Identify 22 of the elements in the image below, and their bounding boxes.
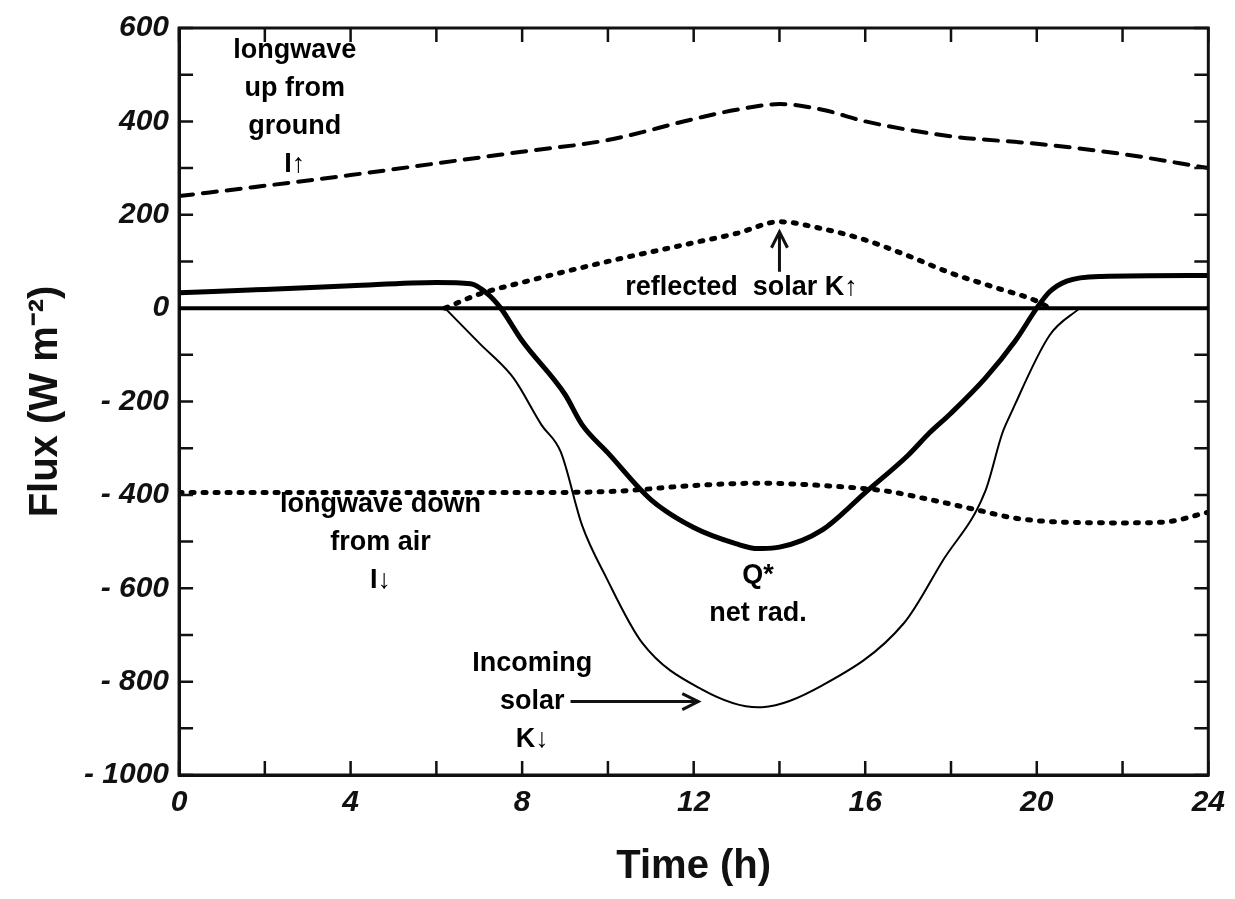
x-tick-label: 16 xyxy=(848,784,883,818)
series-label: reflected solar K↑ xyxy=(625,271,858,302)
series-label: Q* net rad. xyxy=(709,559,807,628)
y-tick-label: - 600 xyxy=(100,569,170,603)
x-tick-label: 4 xyxy=(341,784,360,818)
series-label: longwave down from air I↓ xyxy=(280,487,482,594)
x-axis-title: Time (h) xyxy=(616,842,772,887)
series-label: longwave up from ground I↑ xyxy=(233,34,357,179)
y-tick-label: 400 xyxy=(118,102,170,136)
y-tick-label: - 800 xyxy=(100,662,170,696)
x-tick-label: 24 xyxy=(1190,784,1226,818)
y-axis-title: Flux (W m⁻²) xyxy=(21,285,66,518)
y-tick-label: 200 xyxy=(118,196,170,230)
y-tick-label: 600 xyxy=(119,9,170,43)
y-tick-label: - 400 xyxy=(100,476,170,510)
y-tick-label: 0 xyxy=(152,289,170,323)
x-tick-label: 8 xyxy=(513,784,531,818)
y-tick-label: - 200 xyxy=(100,382,170,416)
y-tick-label: - 1000 xyxy=(83,756,170,790)
x-tick-label: 12 xyxy=(677,784,711,818)
x-tick-label: 20 xyxy=(1019,784,1054,818)
series-label: Incoming solar K↓ xyxy=(472,647,593,754)
